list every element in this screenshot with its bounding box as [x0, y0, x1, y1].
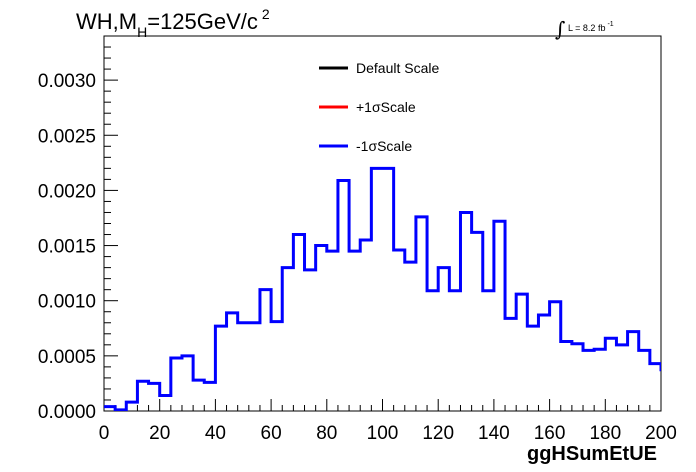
- x-tick-label: 40: [205, 423, 226, 444]
- y-tick-label: 0.0010: [38, 292, 96, 313]
- y-tick-label: 0.0015: [38, 237, 96, 258]
- x-tick-label: 160: [534, 423, 566, 444]
- legend-label: +1σScale: [356, 99, 416, 115]
- legend-label: Default Scale: [356, 60, 439, 76]
- y-tick-label: 0.0030: [38, 71, 96, 92]
- x-tick-label: 120: [422, 423, 454, 444]
- y-tick-label: 0.0000: [38, 402, 96, 423]
- x-tick-label: 200: [645, 423, 677, 444]
- legend-label: -1σScale: [356, 138, 412, 154]
- lumi-exponent: -1: [607, 21, 613, 28]
- series-line: [104, 166, 661, 411]
- chart-title: WH,MH=125GeV/c 2: [76, 6, 270, 40]
- integral-sign: ∫: [555, 17, 565, 41]
- series-layer: [104, 166, 661, 411]
- x-tick-label: 80: [316, 423, 337, 444]
- y-tick-label: 0.0005: [38, 347, 96, 368]
- lumi-label: ∫ L = 8.2 fb -1: [555, 17, 614, 41]
- x-tick-label: 180: [589, 423, 621, 444]
- y-tick-label: 0.0025: [38, 126, 96, 147]
- y-tick-label: 0.0020: [38, 181, 96, 202]
- lumi-text: L = 8.2 fb: [568, 23, 605, 33]
- x-tick-label: 100: [367, 423, 399, 444]
- x-tick-label: 0: [99, 423, 110, 444]
- x-axis-label: ggHSumEtUE: [527, 443, 657, 465]
- y-axis: 0.0000 0.0005 0.0010 0.0015 0.0020 0.0025 0.00…: [38, 35, 118, 423]
- x-tick-label: 60: [261, 423, 282, 444]
- x-tick-label: 20: [149, 423, 170, 444]
- legend: Default Scale +1σScale -1σScale: [319, 60, 439, 154]
- svg-text:L = 8.2 fb-1: L = 8.2 fb -1: [568, 21, 614, 33]
- x-axis: 0 20 40 60 80 100 120 140 160 180 200: [99, 399, 677, 444]
- x-tick-label: 140: [478, 423, 510, 444]
